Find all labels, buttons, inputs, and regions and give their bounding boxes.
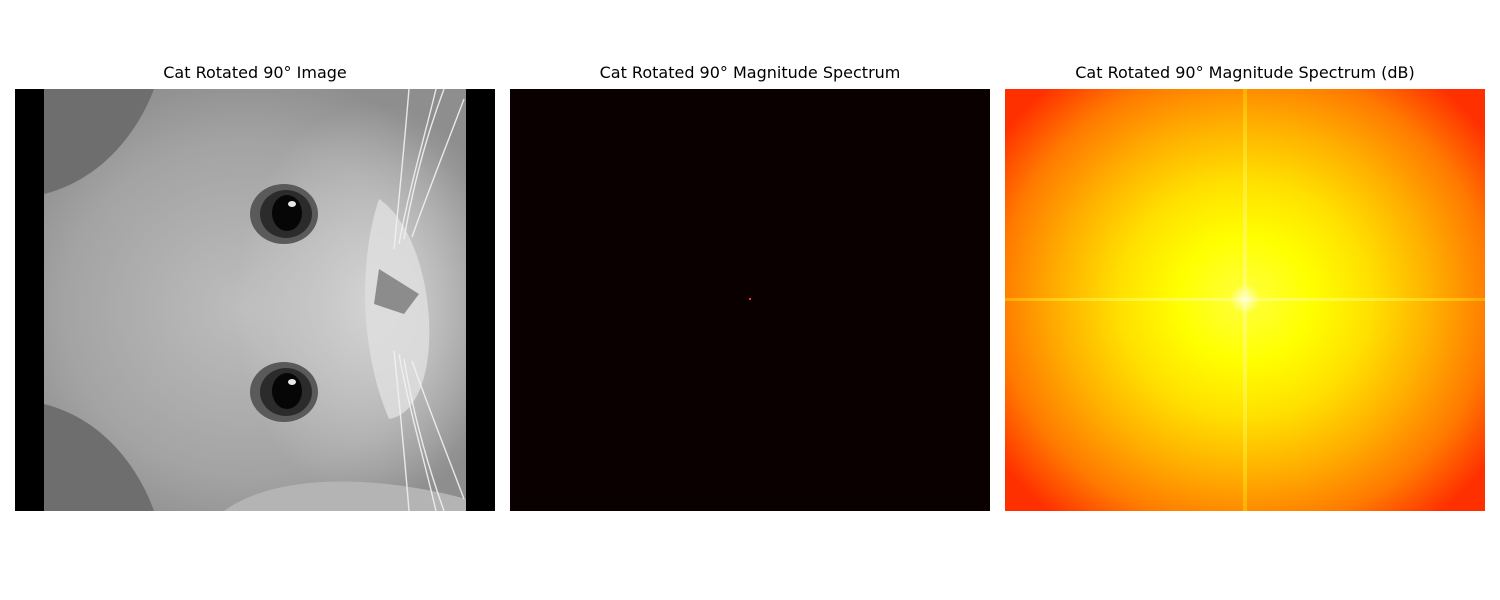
dc-component-point — [749, 298, 751, 300]
ear-top — [44, 89, 154, 194]
rotated-cat-image — [15, 89, 495, 511]
eye-bottom — [250, 362, 318, 422]
magnitude-spectrum-db-title: Cat Rotated 90° Magnitude Spectrum (dB) — [1075, 63, 1415, 82]
magnitude-spectrum-plot — [510, 89, 990, 511]
ear-bottom — [44, 404, 154, 511]
image-panel-title: Cat Rotated 90° Image — [163, 63, 347, 82]
cat-face-drawing — [44, 89, 466, 511]
eye-top — [250, 184, 318, 244]
floor-area — [224, 481, 466, 511]
whiskers — [393, 89, 465, 511]
cat-photo — [44, 89, 466, 511]
magnitude-spectrum-title: Cat Rotated 90° Magnitude Spectrum — [599, 63, 901, 82]
magnitude-spectrum-db-plot — [1005, 89, 1485, 511]
nose — [374, 269, 419, 314]
dc-center-glow — [1230, 284, 1260, 314]
